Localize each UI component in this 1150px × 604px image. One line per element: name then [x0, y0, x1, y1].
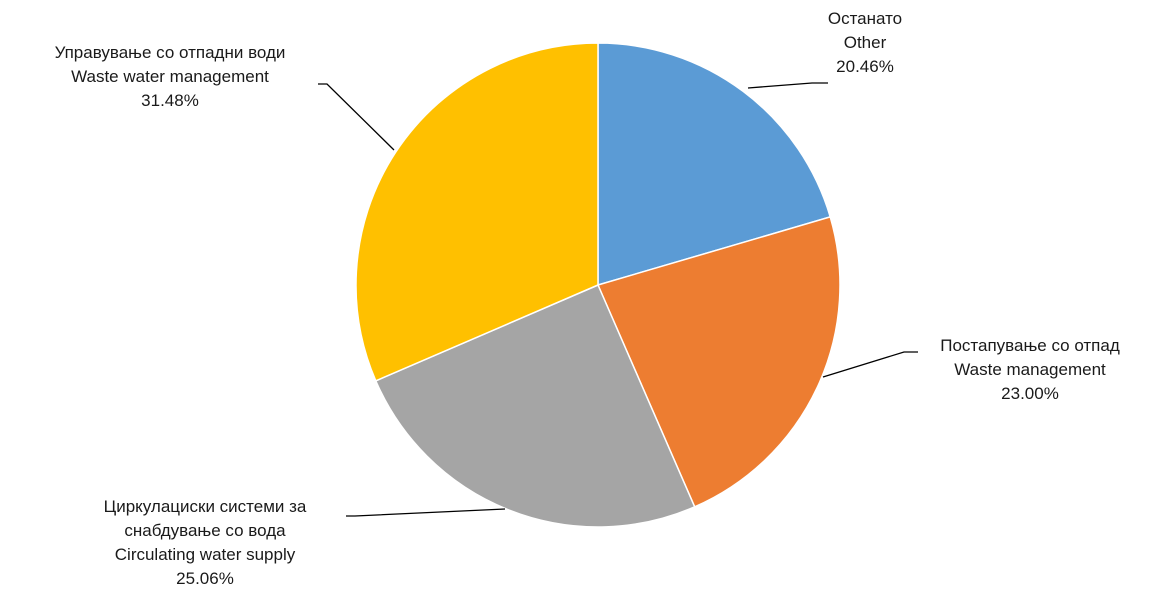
slice-label-line: 25.06%: [176, 569, 234, 588]
slice-label-line: 20.46%: [836, 57, 894, 76]
slice-label-line: Останато: [828, 9, 902, 28]
slice-label-line: Управување со отпадни води: [55, 43, 286, 62]
slice-label-2: Постапување со отпад Waste management 23.0…: [940, 336, 1120, 403]
slice-label-line: Waste water management: [71, 67, 269, 86]
slice-label-line: снабдување со вода: [124, 521, 286, 540]
slice-label-4: Управување со отпадни води Waste water ma…: [55, 43, 286, 110]
leader-line-3: [346, 508, 506, 517]
slice-label-3: Циркулациски системи за снабдување со вод…: [104, 497, 307, 588]
pie-slice-4: [355, 42, 599, 382]
slice-label-line: Circulating water supply: [115, 545, 296, 564]
pie-slice-2: [596, 215, 841, 508]
leader-line-2: [822, 351, 918, 378]
leader-lines: [318, 82, 918, 517]
slice-label-line: Циркулациски системи за: [104, 497, 307, 516]
slice-label-line: 31.48%: [141, 91, 199, 110]
pie-slices: [355, 42, 841, 528]
leader-line-4: [318, 83, 395, 151]
pie-slice-1: [597, 42, 832, 287]
slice-label-line: Постапување со отпад: [940, 336, 1120, 355]
slice-label-1: Останато Other 20.46%: [828, 9, 902, 76]
slice-label-line: Waste management: [954, 360, 1106, 379]
slice-label-line: Other: [844, 33, 887, 52]
slice-labels: Останато Other 20.46% Постапување со отпад W…: [55, 9, 1120, 588]
leader-line-1: [747, 82, 828, 89]
pie-slice-3: [374, 284, 696, 528]
slice-label-line: 23.00%: [1001, 384, 1059, 403]
